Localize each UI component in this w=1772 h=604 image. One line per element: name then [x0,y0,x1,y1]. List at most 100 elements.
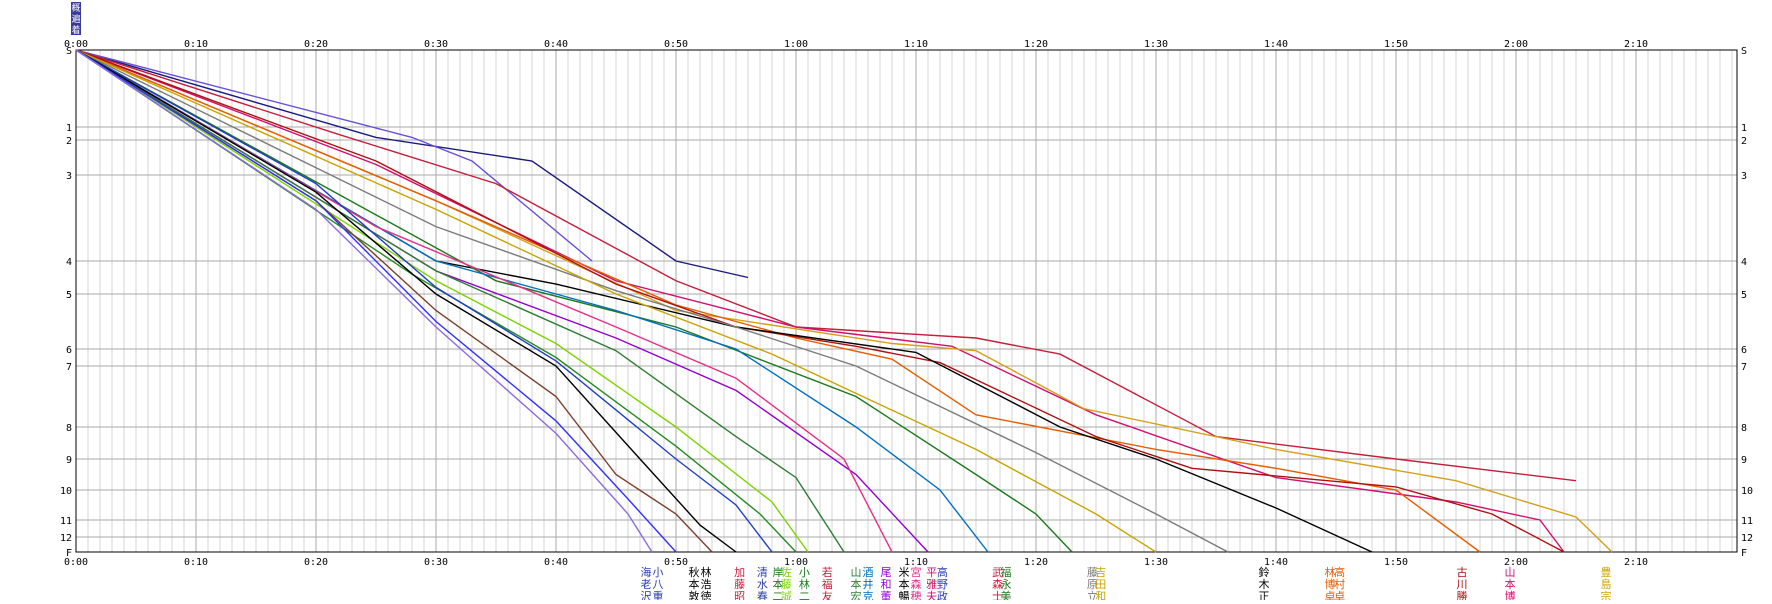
runner-label-char: 卓 [1334,590,1345,600]
x-tick-label-top: 0:10 [184,39,208,50]
runner-label-char: 平 [926,566,937,579]
y-tick-label-right: 6 [1741,345,1747,356]
x-tick-label-top: 1:50 [1384,39,1408,50]
runner-label-char: 森 [911,577,922,591]
series-line [75,49,1157,553]
runner-label-char: 米 [899,566,910,579]
plot-frame [75,49,1738,553]
runner-label-char: 敦 [689,589,700,600]
runner-label-char: 吉 [1095,566,1106,579]
runner-label-char: 岸 [773,566,784,579]
x-tick-label-bottom: 2:10 [1624,557,1648,568]
runner-label-char: 春 [757,590,768,600]
runner-label-char: 尾 [881,566,892,579]
series-line [75,49,1613,553]
runner-label-char: 永 [1001,577,1012,591]
top-marker-box [71,24,81,35]
runner-label-char: 田 [1095,578,1106,591]
runner-label-char: 秋 [689,565,700,579]
runner-label-char: 穂 [911,589,922,600]
runner-label-char: 宮 [911,565,922,579]
y-tick-label-right: 3 [1741,171,1747,182]
series-line [75,49,893,553]
runner-label-char: 佐 [781,565,792,579]
runner-label-char: 林 [1325,565,1336,579]
runner-label-char: 本 [689,577,700,591]
x-tick-label-top: 0:20 [304,39,328,50]
runner-label-char: 山 [1505,566,1516,579]
runner-label-char: 山 [851,566,862,579]
top-marker-box [71,2,81,13]
y-tick-label-left: 6 [66,345,72,356]
y-tick-label-left: S [66,46,72,57]
runner-label-char: 立 [1087,589,1098,600]
top-marker-box [71,13,81,24]
runner-label-char: 島 [1601,577,1612,591]
runner-label-char: 和 [1095,590,1106,600]
y-tick-label-left: 4 [66,257,72,268]
y-tick-label-right: 9 [1741,455,1747,466]
runner-label-char: 酒 [863,566,874,579]
runner-label-char: 士 [992,590,1003,600]
y-tick-label-right: 5 [1741,290,1747,301]
x-tick-label-top: 1:20 [1024,39,1048,50]
series-line [75,49,845,553]
y-tick-label-right: 12 [1741,533,1753,544]
runner-label-char: 藤 [1087,566,1098,579]
y-tick-label-right: 4 [1741,257,1747,268]
runner-label-char: 美 [1001,590,1012,600]
x-tick-label-bottom: 0:10 [184,557,208,568]
runner-label-char: 古 [1457,566,1468,579]
runner-label-char: 政 [937,589,948,600]
runner-label-char: 小 [799,566,810,579]
x-tick-label-bottom: 1:50 [1384,557,1408,568]
runner-label-char: 林 [701,565,712,579]
runner-label-char: 勝 [1457,589,1468,600]
runner-label-char: 八 [653,578,664,591]
runner-label-char: 二 [799,590,810,600]
x-tick-label-bottom: 0:30 [424,557,448,568]
runner-label-char: 雅 [926,577,937,591]
x-tick-label-top: 1:00 [784,39,808,50]
runner-label-char: 福 [1001,565,1012,579]
series-line [75,49,1229,553]
y-tick-label-left: 2 [66,136,72,147]
runner-label-char: 本 [773,577,784,591]
y-tick-label-left: 11 [60,516,72,527]
runner-label-char: 昭 [734,590,745,600]
runner-label-char: 徳 [701,590,712,600]
runner-label-char: 浩 [701,578,712,591]
runner-label-char: 清 [757,566,768,579]
series-line [75,49,1577,482]
runner-label-char: 夫 [926,590,937,600]
runner-label-char: 井 [863,577,874,591]
top-marker-char: 着 [71,24,80,36]
runner-label-char: 海 [641,565,652,579]
runner-label-char: 森 [992,577,1003,591]
runner-label-char: 克 [863,590,874,600]
runner-label-char: 野 [937,578,948,591]
runner-label-char: 沢 [641,589,652,600]
runner-label-char: 誠 [781,590,792,600]
series-line [75,49,677,553]
runner-label-char: 川 [1457,578,1468,591]
x-tick-label-bottom: 0:50 [664,557,688,568]
runner-label-char: 本 [899,577,910,591]
runner-label-char: 二 [773,590,784,600]
runner-label-char: 宗 [1601,589,1612,600]
runner-label-char: 木 [1259,578,1270,591]
runner-label-char: 水 [757,578,768,591]
runner-label-char: 村 [1334,577,1345,591]
y-tick-label-left: 12 [60,533,72,544]
series-line [75,49,1565,553]
x-tick-label-top: 2:00 [1504,39,1528,50]
top-marker-char: 概 [71,2,80,14]
x-tick-label-bottom: 1:20 [1024,557,1048,568]
x-tick-label-bottom: 0:40 [544,557,568,568]
runner-label-char: 卓 [1325,590,1336,600]
y-tick-label-right: 11 [1741,516,1753,527]
y-tick-label-right: 7 [1741,362,1747,373]
y-tick-label-left: 9 [66,455,72,466]
